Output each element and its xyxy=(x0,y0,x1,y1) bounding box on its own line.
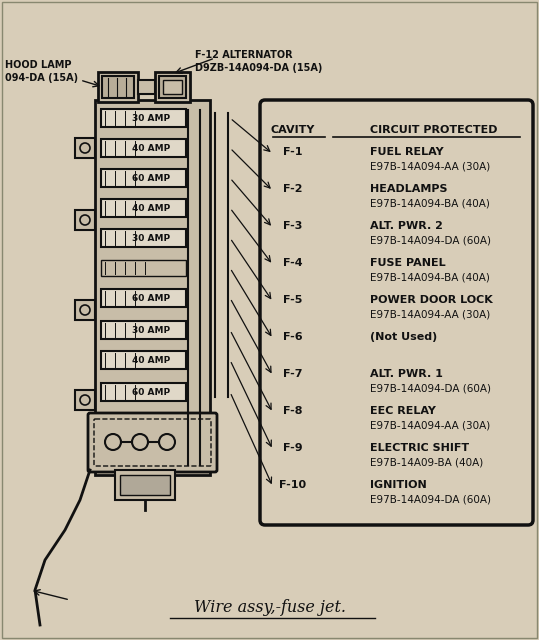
Bar xyxy=(101,383,186,401)
Text: F-8: F-8 xyxy=(284,406,303,416)
Bar xyxy=(120,475,170,495)
Text: HOOD LAMP: HOOD LAMP xyxy=(5,60,72,70)
Bar xyxy=(101,199,186,217)
Text: F-3: F-3 xyxy=(284,221,303,231)
Text: 60 AMP: 60 AMP xyxy=(132,294,170,303)
Text: F-2: F-2 xyxy=(284,184,303,194)
Text: E97B-14A094-AA (30A): E97B-14A094-AA (30A) xyxy=(370,161,490,171)
Bar xyxy=(101,289,186,307)
Text: D9ZB-14A094-DA (15A): D9ZB-14A094-DA (15A) xyxy=(195,63,322,73)
Bar xyxy=(75,210,95,230)
Text: E97B-14A094-DA (60A): E97B-14A094-DA (60A) xyxy=(370,494,491,504)
Bar xyxy=(75,390,95,410)
Bar xyxy=(163,80,182,94)
Text: HEADLAMPS: HEADLAMPS xyxy=(370,184,447,194)
Bar xyxy=(75,300,95,320)
Bar xyxy=(102,76,134,98)
Text: F-7: F-7 xyxy=(284,369,303,379)
Text: F-10: F-10 xyxy=(279,480,307,490)
Text: CAVITY: CAVITY xyxy=(271,125,315,135)
Text: 30 AMP: 30 AMP xyxy=(132,326,170,335)
Bar xyxy=(75,138,95,158)
Bar xyxy=(101,109,186,127)
Text: F-4: F-4 xyxy=(283,258,303,268)
Text: 30 AMP: 30 AMP xyxy=(132,234,170,243)
Bar xyxy=(101,321,186,339)
Text: FUEL RELAY: FUEL RELAY xyxy=(370,147,444,157)
Bar xyxy=(101,169,186,187)
Text: ELECTRIC SHIFT: ELECTRIC SHIFT xyxy=(370,443,469,453)
Text: E97B-14A094-AA (30A): E97B-14A094-AA (30A) xyxy=(370,420,490,430)
Text: 30 AMP: 30 AMP xyxy=(132,113,170,122)
Text: E97B-14A094-DA (60A): E97B-14A094-DA (60A) xyxy=(370,235,491,245)
Text: F-1: F-1 xyxy=(284,147,303,157)
Text: 40 AMP: 40 AMP xyxy=(132,204,170,212)
Text: F-9: F-9 xyxy=(283,443,303,453)
Bar xyxy=(101,351,186,369)
Bar xyxy=(155,72,190,102)
Bar xyxy=(159,76,186,98)
Text: 094-DA (15A): 094-DA (15A) xyxy=(5,73,78,83)
Text: (Not Used): (Not Used) xyxy=(370,332,437,342)
Bar xyxy=(101,260,186,276)
Text: F-12 ALTERNATOR: F-12 ALTERNATOR xyxy=(195,50,293,60)
Text: E97B-14A094-AA (30A): E97B-14A094-AA (30A) xyxy=(370,309,490,319)
Bar xyxy=(101,139,186,157)
Text: ALT. PWR. 2: ALT. PWR. 2 xyxy=(370,221,443,231)
Bar xyxy=(95,100,210,475)
Bar xyxy=(101,229,186,247)
Text: F-5: F-5 xyxy=(284,295,303,305)
Text: POWER DOOR LOCK: POWER DOOR LOCK xyxy=(370,295,493,305)
Text: EEC RELAY: EEC RELAY xyxy=(370,406,436,416)
Text: E97B-14A09-BA (40A): E97B-14A09-BA (40A) xyxy=(370,457,483,467)
Text: E97B-14A094-DA (60A): E97B-14A094-DA (60A) xyxy=(370,383,491,393)
Text: E97B-14A094-BA (40A): E97B-14A094-BA (40A) xyxy=(370,272,490,282)
FancyBboxPatch shape xyxy=(88,413,217,472)
Text: 40 AMP: 40 AMP xyxy=(132,355,170,365)
Text: IGNITION: IGNITION xyxy=(370,480,427,490)
Bar xyxy=(98,72,138,102)
Text: 60 AMP: 60 AMP xyxy=(132,173,170,182)
Text: Wire assy,-fuse jet.: Wire assy,-fuse jet. xyxy=(194,600,346,616)
Bar xyxy=(138,80,155,94)
Text: 60 AMP: 60 AMP xyxy=(132,387,170,397)
Text: FUSE PANEL: FUSE PANEL xyxy=(370,258,446,268)
Text: CIRCUIT PROTECTED: CIRCUIT PROTECTED xyxy=(370,125,497,135)
Text: F-6: F-6 xyxy=(283,332,303,342)
FancyBboxPatch shape xyxy=(260,100,533,525)
Bar xyxy=(115,470,175,500)
Text: E97B-14A094-BA (40A): E97B-14A094-BA (40A) xyxy=(370,198,490,208)
Text: 40 AMP: 40 AMP xyxy=(132,143,170,152)
Text: ALT. PWR. 1: ALT. PWR. 1 xyxy=(370,369,443,379)
